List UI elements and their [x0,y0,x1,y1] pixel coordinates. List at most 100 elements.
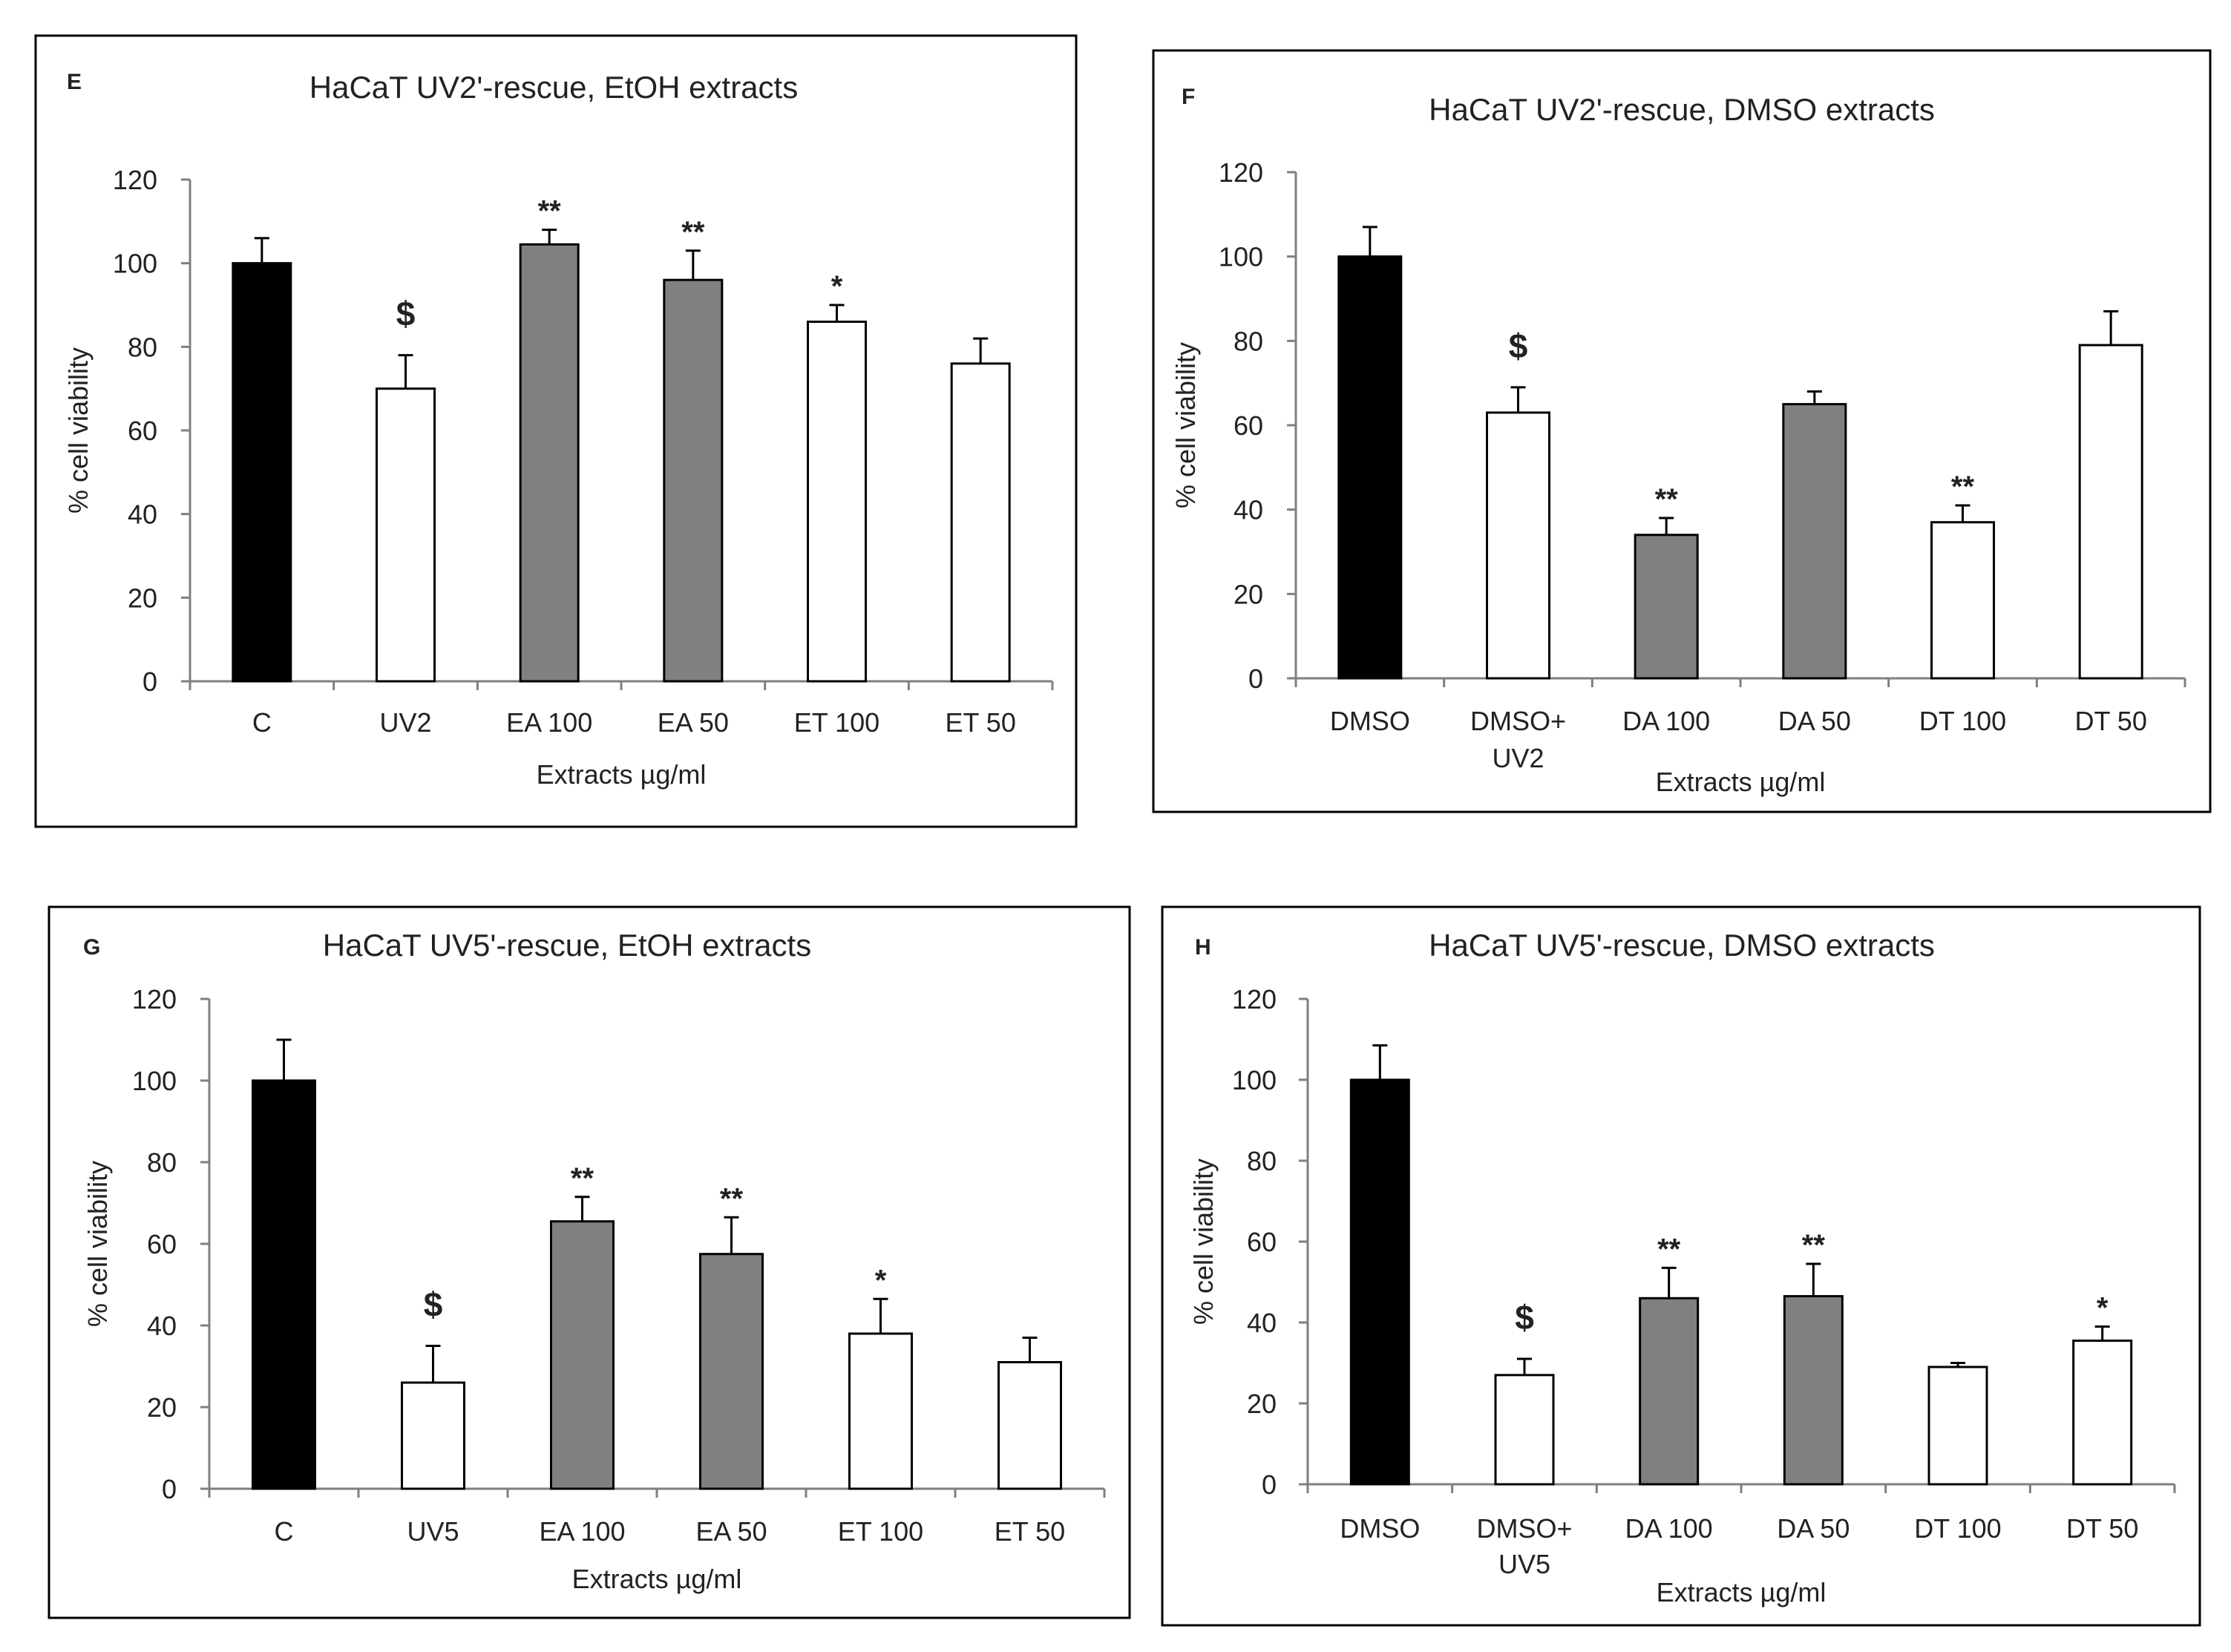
significance-marker-3: ** [1802,1229,1826,1262]
bar-0 [1337,255,1403,680]
bar-3 [663,278,724,683]
x-tick-label-1: UV2 [379,707,431,738]
y-tick-label: 0 [162,1474,177,1504]
x-tick-label-2: EA 100 [506,707,592,738]
panel-frame [1152,49,2212,813]
significance-marker-2: ** [1655,483,1679,516]
x-tick-label-0: DMSO [1330,706,1410,736]
bar-2 [550,1220,615,1490]
bar-4 [1930,521,1995,680]
y-tick-label: 80 [1247,1146,1277,1176]
chart-title: HaCaT UV5'-rescue, DMSO extracts [1429,928,1935,963]
x-tick-label-0: C [275,1516,294,1547]
y-tick-label: 40 [147,1311,177,1341]
bar-5 [2072,1340,2133,1486]
bar-2 [1639,1297,1700,1486]
y-tick-label: 40 [128,499,157,530]
y-tick-label: 80 [128,332,157,362]
chart-title: HaCaT UV2'-rescue, EtOH extracts [309,70,798,105]
y-tick-label: 60 [1247,1227,1277,1257]
panel-label: E [67,70,82,94]
x-tick-label-0: DMSO [1340,1513,1420,1544]
x-tick-label-3: EA 50 [695,1516,767,1547]
y-tick-label: 120 [113,165,157,195]
x-axis-label: Extracts µg/ml [1657,1577,1827,1607]
x-tick-label-0: C [252,707,272,738]
bar-1 [401,1381,465,1490]
y-axis-label: % cell viability [1188,1158,1219,1325]
y-tick-label: 20 [1247,1389,1277,1419]
significance-marker-1: $ [1509,327,1528,365]
y-tick-label: 0 [1262,1469,1277,1500]
bar-5 [950,362,1011,683]
y-tick-label: 20 [147,1392,177,1423]
chart-title: HaCaT UV2'-rescue, DMSO extracts [1429,92,1935,127]
significance-marker-1: $ [424,1285,443,1324]
y-tick-label: 100 [1219,242,1263,272]
chart-svg-f: F HaCaT UV2'-rescue, DMSO extracts 0 20 40 60… [1152,49,2212,813]
y-tick-label: 40 [1247,1308,1277,1338]
x-tick-label-4: DT 100 [1914,1513,2001,1544]
bar-2 [1634,534,1699,680]
bar-3 [1782,403,1847,680]
panel-label: F [1182,85,1195,109]
bar-1 [1486,411,1550,680]
y-tick-label: 80 [147,1147,177,1178]
y-tick-label: 80 [1234,326,1263,356]
significance-marker-2: ** [571,1162,594,1195]
y-tick-label: 60 [1234,410,1263,441]
x-tick-label-1: DMSO+ [1476,1513,1572,1544]
bar-0 [232,262,292,683]
y-tick-label: 100 [132,1066,177,1096]
panel-label: H [1195,935,1211,960]
chart-svg-g: G HaCaT UV5'-rescue, EtOH extracts 0 20 40 60… [47,905,1131,1619]
y-tick-label: 40 [1234,495,1263,525]
chart-title: HaCaT UV5'-rescue, EtOH extracts [323,928,811,963]
x-tick-label-1: DMSO+ [1470,706,1566,736]
significance-marker-1: $ [396,295,416,333]
x-tick-label-1: UV5 [407,1516,459,1547]
y-tick-label: 20 [128,583,157,613]
panel-label: G [83,935,100,960]
panel-frame [1161,905,2201,1627]
y-tick-label: 60 [128,416,157,446]
x-axis-label: Extracts µg/ml [572,1564,742,1594]
x-axis-label: Extracts µg/ml [1656,767,1826,797]
y-tick-label: 120 [1219,157,1263,188]
bar-0 [252,1079,316,1490]
y-tick-label: 100 [1232,1065,1277,1095]
y-axis-label: % cell viability [82,1161,113,1327]
x-tick-label-4: DT 100 [1919,706,2006,736]
significance-marker-3: ** [720,1182,744,1215]
y-tick-label: 60 [147,1229,177,1259]
y-axis-label: % cell viability [1170,342,1201,508]
significance-marker-4: ** [1951,471,1975,503]
x-axis-label: Extracts µg/ml [537,759,707,790]
x-tick-label-2: DA 100 [1625,1513,1713,1544]
chart-panel-h: H HaCaT UV5'-rescue, DMSO extracts 0 20 40 60… [1161,905,2201,1627]
x-tick-label-4: ET 100 [794,707,879,738]
x-tick-label-2: EA 100 [539,1516,625,1547]
chart-svg-e: E HaCaT UV2'-rescue, EtOH extracts 0 20 40 60… [34,34,1078,828]
chart-panel-f: F HaCaT UV2'-rescue, DMSO extracts 0 20 40 60… [1152,49,2212,813]
significance-marker-3: ** [681,216,705,249]
x-tick-label-3: EA 50 [658,707,729,738]
significance-marker-4: * [831,270,843,303]
x-tick-label-3: DA 50 [1777,1513,1850,1544]
chart-svg-h: H HaCaT UV5'-rescue, DMSO extracts 0 20 40 60… [1161,905,2201,1627]
bar-0 [1349,1078,1410,1486]
y-tick-label: 0 [1248,663,1263,694]
bar-3 [1783,1295,1844,1486]
x-tick-label-1: UV2 [1492,743,1544,773]
y-tick-label: 20 [1234,579,1263,609]
bar-4 [1927,1366,1988,1486]
bar-1 [376,387,436,683]
x-tick-label-5: ET 50 [945,707,1015,738]
x-tick-label-1: UV5 [1498,1549,1550,1579]
bar-4 [807,321,867,683]
bar-1 [1494,1374,1555,1486]
y-tick-label: 100 [113,249,157,279]
significance-marker-4: * [875,1264,887,1297]
bar-2 [519,243,580,683]
x-tick-label-5: DT 50 [2074,706,2146,736]
